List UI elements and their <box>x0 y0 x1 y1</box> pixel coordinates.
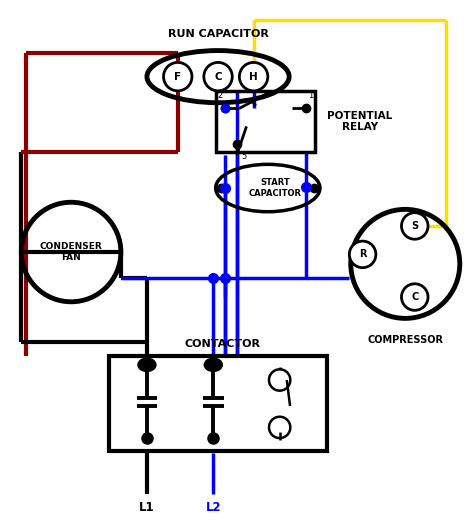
Text: L2: L2 <box>206 501 221 514</box>
Circle shape <box>164 62 192 91</box>
Text: CONTACTOR: CONTACTOR <box>184 339 260 349</box>
Bar <box>216 91 315 153</box>
Text: RUN CAPACITOR: RUN CAPACITOR <box>168 29 268 39</box>
Text: 5: 5 <box>241 153 247 162</box>
Bar <box>109 356 327 451</box>
Circle shape <box>239 62 268 91</box>
Text: C: C <box>411 292 419 302</box>
Circle shape <box>401 213 428 239</box>
Text: CONDENSER
FAN: CONDENSER FAN <box>40 242 102 262</box>
Text: POTENTIAL
RELAY: POTENTIAL RELAY <box>327 111 392 132</box>
Ellipse shape <box>138 358 156 371</box>
Text: F: F <box>174 72 182 82</box>
Text: S: S <box>411 221 419 231</box>
Text: L1: L1 <box>139 501 155 514</box>
Text: C: C <box>214 72 222 82</box>
Text: H: H <box>249 72 258 82</box>
Text: START
CAPACITOR: START CAPACITOR <box>248 178 301 198</box>
Ellipse shape <box>204 358 222 371</box>
Text: R: R <box>359 249 366 259</box>
Text: 1: 1 <box>308 91 313 100</box>
Text: 2: 2 <box>218 91 223 100</box>
Circle shape <box>401 284 428 310</box>
Text: COMPRESSOR: COMPRESSOR <box>367 335 443 345</box>
Circle shape <box>349 241 376 268</box>
Circle shape <box>204 62 232 91</box>
